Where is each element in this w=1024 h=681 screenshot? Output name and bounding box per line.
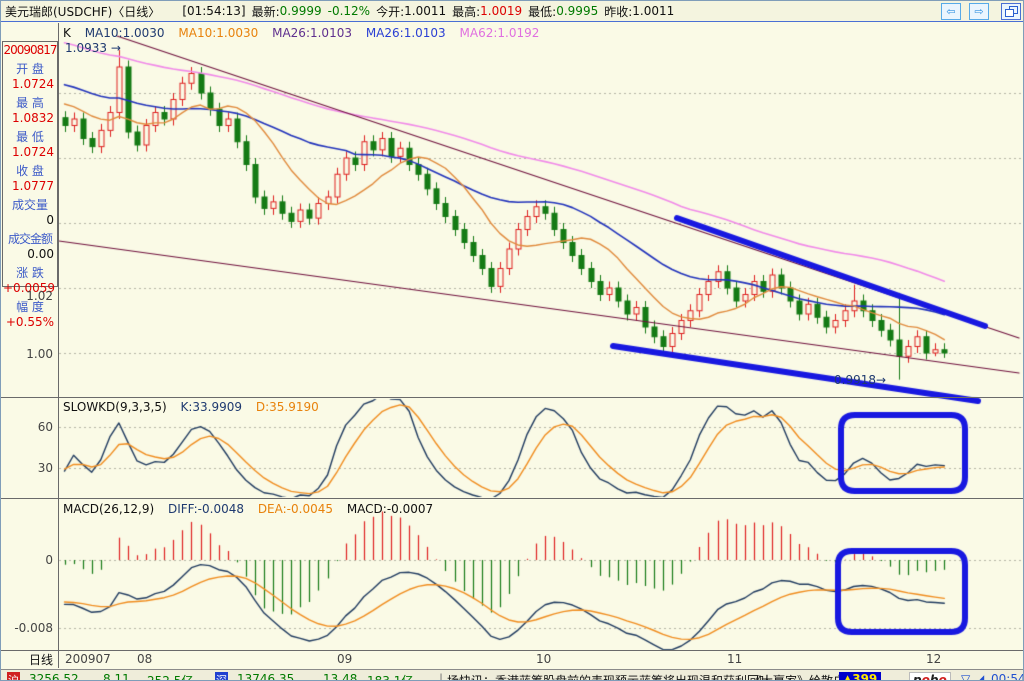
prev-close-value: 1.0011 — [632, 4, 675, 18]
shenzhen-volume: 183.1亿 — [367, 674, 414, 681]
turnover-row-label: 成交金额 — [7, 232, 53, 246]
ma26-value-a: MA26:1.0103 — [272, 26, 352, 40]
status-clock: 00:54 — [991, 672, 1024, 681]
x-axis-row: 日线 200907 08 09 10 11 12 — [1, 651, 1023, 668]
low-price-marker: 0.9918→ — [834, 373, 887, 387]
range-row-value: +0.55% — [5, 315, 54, 329]
back-arrow-button[interactable]: ⇦ — [941, 2, 961, 20]
kd-macd-divider — [1, 498, 1023, 499]
price-axis-label-102: 1.02 — [26, 289, 53, 303]
macd-axis-label-neg008: -0.008 — [14, 621, 53, 635]
low-row-label: 最 低 — [16, 130, 44, 144]
filter-funnel-icon[interactable]: ▽ — [961, 672, 971, 681]
high-price-marker: 1.0933 → — [65, 41, 121, 55]
last-value: 0.9999 — [279, 4, 322, 18]
macd-diff-value: DIFF:-0.0048 — [167, 502, 244, 516]
ma62-value: MA62:1.0192 — [459, 26, 540, 40]
slowkd-k-value: K:33.9909 — [180, 400, 243, 414]
price-kd-divider — [1, 397, 1023, 398]
macd-axis-label-0: 0 — [45, 553, 53, 567]
clock: [01:54:13] — [182, 4, 246, 18]
shenzhen-change: 13.48 — [323, 672, 358, 681]
high-value: 1.0019 — [480, 4, 523, 18]
shenzhen-index: 13746.35 — [237, 672, 295, 681]
shenzhen-market-icon: 深 — [215, 672, 228, 680]
close-row-label: 收 盘 — [16, 164, 44, 178]
period-label[interactable]: 日线 — [28, 653, 53, 667]
forward-arrow-button[interactable]: ⇨ — [969, 2, 989, 20]
macd-dea-value: DEA:-0.0045 — [257, 502, 333, 516]
x-axis-month-label: 200907 — [65, 652, 111, 666]
change-row-label: 涨 跌 — [16, 266, 44, 280]
high-label: 最高: — [452, 4, 481, 19]
promo-text[interactable]: 《大赢家》给散户撑 — [749, 674, 858, 681]
ma10-value-b: MA10:1.0030 — [178, 26, 259, 40]
status-bar: 沪 3256.52 8.11 252.5亿 深 13746.35 13.48 1… — [1, 669, 1024, 681]
slowkd-d-value: D:35.9190 — [255, 400, 319, 414]
open-value: 1.0011 — [404, 4, 447, 18]
arrow-right-icon: → — [876, 373, 887, 387]
high-row-value: 1.0832 — [12, 111, 54, 125]
volume-row-value: 0 — [46, 213, 54, 227]
kd-axis-label-60: 60 — [37, 420, 53, 434]
x-axis-month-label: 08 — [137, 652, 153, 666]
shanghai-index: 3256.52 — [29, 672, 79, 681]
x-axis-month-label: 09 — [337, 652, 353, 666]
open-row-label: 开 盘 — [16, 62, 44, 76]
instrument-title: 美元瑞郎(USDCHF)〈日线〉 — [5, 4, 161, 19]
ma-header-row: K MA10:1.0030 MA10:1.0030 MA26:1.0103 MA… — [63, 26, 549, 40]
macd-xaxis-divider — [1, 650, 1023, 651]
high-row-label: 最 高 — [16, 96, 44, 110]
macd-bar-value: MACD:-0.0007 — [346, 502, 434, 516]
x-axis-month-label: 10 — [536, 652, 552, 666]
alert-badge[interactable]: ▲399 — [839, 672, 882, 680]
x-axis-month-label: 12 — [926, 652, 942, 666]
ma26-value-b: MA26:1.0103 — [365, 26, 446, 40]
last-label: 最新: — [251, 4, 280, 19]
close-row-value: 1.0777 — [12, 179, 54, 193]
open-label: 今开: — [376, 4, 405, 19]
range-row-label: 幅 度 — [16, 300, 44, 314]
kd-axis-label-30: 30 — [37, 461, 53, 475]
status-divider: | — [439, 672, 444, 681]
low-label: 最低: — [528, 4, 557, 19]
slowkd-name: SLOWKD(9,3,3,5) — [63, 400, 167, 414]
ma10-value-a: MA10:1.0030 — [84, 26, 165, 40]
open-row-value: 1.0724 — [12, 77, 54, 91]
volume-row-label: 成交量 — [11, 198, 48, 212]
low-value: 0.9995 — [556, 4, 599, 18]
title-bar: 美元瑞郎(USDCHF)〈日线〉 [01:54:13] 最新: 0.9999 -0… — [1, 1, 1023, 22]
shanghai-market-icon: 沪 — [7, 672, 20, 680]
left-column-divider — [58, 23, 59, 668]
slowkd-header-row: SLOWKD(9,3,3,5) K:33.9909 D:35.9190 — [63, 400, 329, 414]
signal-bars-icon[interactable]: ◢ — [975, 672, 985, 681]
pobo-logo[interactable]: pobo — [909, 672, 951, 680]
arrow-right-icon: → — [110, 41, 121, 55]
shanghai-change: 8.11 — [103, 672, 130, 681]
x-axis-month-label: 11 — [727, 652, 743, 666]
shanghai-volume: 252.5亿 — [147, 674, 194, 681]
quote-date: 20090817 — [3, 43, 57, 57]
restore-window-button[interactable] — [1001, 2, 1021, 20]
macd-header-row: MACD(26,12,9) DIFF:-0.0048 DEA:-0.0045 M… — [63, 502, 443, 516]
prev-close-label: 昨收: — [604, 4, 633, 19]
news-ticker[interactable]: 场快讯：香港蓝筹股盘前的表现预示蓝筹将出现温和获利回吐 — [447, 674, 772, 681]
macd-name: MACD(26,12,9) — [63, 502, 155, 516]
k-chart-label: K — [63, 26, 71, 40]
change-row-value: +0.0059 — [3, 281, 56, 295]
price-axis-label-100: 1.00 — [26, 347, 53, 361]
low-row-value: 1.0724 — [12, 145, 54, 159]
change-percent: -0.12% — [327, 4, 371, 18]
quote-info-panel: 20090817 开 盘 1.0724 最 高 1.0832 最 低 1.072… — [2, 41, 58, 329]
turnover-row-value: 0.00 — [27, 247, 54, 261]
